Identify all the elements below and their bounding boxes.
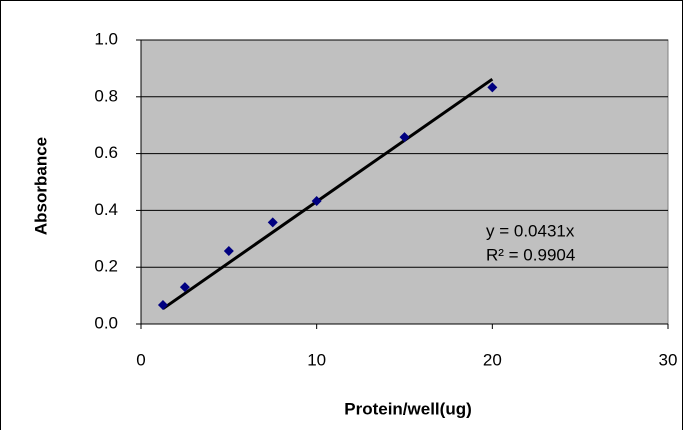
y-tick-label: 0.4 — [94, 200, 118, 219]
x-tick-label: 20 — [483, 350, 502, 369]
trendline-r2: R² = 0.9904 — [486, 245, 575, 264]
y-tick-label: 0.2 — [94, 257, 118, 276]
point — [179, 282, 190, 293]
point — [399, 132, 410, 143]
plot-area — [140, 39, 669, 325]
point — [157, 299, 168, 310]
y-tick-label: 0.0 — [94, 313, 118, 332]
trendline — [162, 77, 494, 310]
y-tick-label: 0.6 — [94, 143, 118, 162]
x-tick-label: 10 — [307, 350, 326, 369]
y-tick-label: 0.8 — [94, 86, 118, 105]
y-tick-label: 1.0 — [94, 29, 118, 48]
x-tick-label: 0 — [136, 350, 145, 369]
x-tick-label: 30 — [659, 350, 678, 369]
y-axis-title: Absorbance — [31, 137, 50, 235]
x-axis-title: Protein/well(ug) — [344, 399, 472, 418]
point — [487, 82, 498, 93]
point — [311, 196, 322, 207]
trendline-equation: y = 0.0431x — [486, 221, 575, 240]
point — [223, 246, 234, 257]
point — [267, 217, 278, 228]
